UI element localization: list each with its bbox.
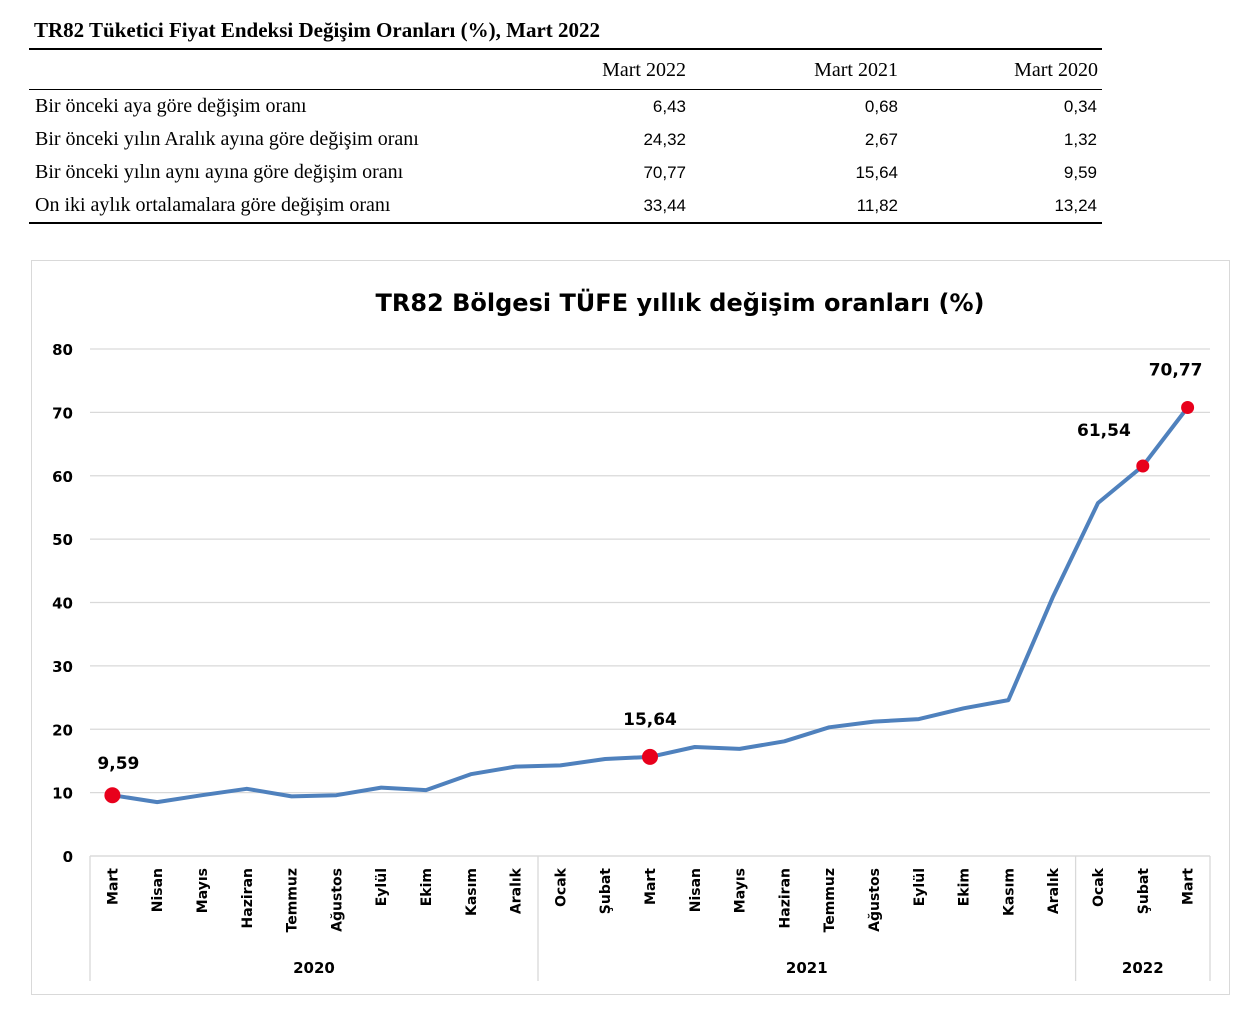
x-tick-label: Mayıs bbox=[733, 868, 749, 913]
x-tick-label: Ağustos bbox=[329, 868, 345, 932]
data-label: 9,59 bbox=[97, 754, 139, 774]
table-cell: 24,32 bbox=[643, 129, 686, 149]
data-label: 15,64 bbox=[623, 710, 677, 730]
column-header: Mart 2020 bbox=[1014, 59, 1098, 81]
table-row: Bir önceki aya göre değişim oranı 6,43 0,6… bbox=[29, 90, 1102, 124]
highlight-marker bbox=[1181, 400, 1195, 414]
column-header: Mart 2022 bbox=[602, 59, 686, 81]
table-cell: 1,32 bbox=[1063, 129, 1097, 149]
chart-title: TR82 Bölgesi TÜFE yıllık değişim oranlar… bbox=[376, 287, 985, 317]
series-line bbox=[110, 405, 1190, 805]
table-cell: 9,59 bbox=[1063, 162, 1097, 182]
table-cell: 15,64 bbox=[855, 162, 898, 182]
row-label: Bir önceki aya göre değişim oranı bbox=[35, 95, 307, 117]
x-tick-label: Şubat bbox=[1136, 868, 1152, 915]
x-tick-label: Ocak bbox=[553, 867, 569, 907]
x-tick-label: Mart bbox=[1181, 868, 1197, 905]
row-label: Bir önceki yılın aynı ayına göre değişim… bbox=[35, 161, 404, 183]
x-tick-label: Ekim bbox=[957, 868, 973, 906]
row-label-header bbox=[29, 49, 454, 90]
table-row: Bir önceki yılın aynı ayına göre değişim… bbox=[29, 156, 1102, 189]
highlight-marker bbox=[1136, 459, 1150, 473]
x-tick-label: Aralık bbox=[509, 867, 525, 914]
table-cell: 0,34 bbox=[1063, 96, 1097, 116]
chart-container: TR82 Bölgesi TÜFE yıllık değişim oranlar… bbox=[31, 260, 1230, 995]
x-tick-label: Eylül bbox=[374, 868, 390, 906]
x-tick-label: Aralık bbox=[1046, 867, 1062, 914]
year-group-label: 2021 bbox=[786, 959, 828, 977]
x-tick-label: Kasım bbox=[1001, 868, 1017, 916]
y-tick-label: 50 bbox=[52, 531, 73, 549]
x-tick-label: Temmuz bbox=[285, 868, 301, 932]
column-header: Mart 2021 bbox=[814, 59, 898, 81]
x-tick-label: Ekim bbox=[419, 868, 435, 906]
data-label: 61,54 bbox=[1077, 421, 1131, 441]
line-chart: TR82 Bölgesi TÜFE yıllık değişim oranlar… bbox=[52, 287, 1211, 981]
y-tick-label: 20 bbox=[52, 721, 73, 739]
x-tick-label: Temmuz bbox=[822, 868, 838, 932]
highlight-marker bbox=[104, 787, 121, 804]
x-tick-label: Mart bbox=[643, 868, 659, 905]
table-title: TR82 Tüketici Fiyat Endeksi Değişim Oran… bbox=[34, 18, 601, 42]
table-cell: 11,82 bbox=[856, 195, 898, 215]
y-tick-label: 30 bbox=[52, 658, 73, 676]
x-tick-label: Ocak bbox=[1091, 867, 1107, 907]
table-cell: 13,24 bbox=[1054, 195, 1097, 215]
y-tick-label: 60 bbox=[52, 468, 73, 486]
table-cell: 6,43 bbox=[652, 96, 686, 116]
y-tick-label: 10 bbox=[52, 785, 73, 803]
y-tick-label: 40 bbox=[52, 595, 73, 613]
x-tick-label: Nisan bbox=[150, 868, 166, 912]
data-label: 70,77 bbox=[1149, 360, 1203, 380]
data-table: Mart 2022 Mart 2021 Mart 2020 Bir önceki a… bbox=[29, 48, 1102, 224]
x-tick-label: Nisan bbox=[688, 868, 704, 912]
table-cell: 70,77 bbox=[643, 162, 686, 182]
row-label: On iki aylık ortalamalara göre değişim o… bbox=[35, 194, 391, 216]
y-tick-label: 0 bbox=[63, 848, 73, 866]
x-tick-label: Eylül bbox=[912, 868, 928, 906]
table-header-row: Mart 2022 Mart 2021 Mart 2020 bbox=[29, 49, 1102, 90]
x-tick-label: Şubat bbox=[598, 868, 614, 915]
table-cell: 2,67 bbox=[864, 129, 898, 149]
y-tick-label: 80 bbox=[52, 341, 73, 359]
table-cell: 0,68 bbox=[864, 96, 898, 116]
year-group-label: 2022 bbox=[1122, 959, 1164, 977]
x-tick-label: Haziran bbox=[777, 868, 793, 928]
table-row: On iki aylık ortalamalara göre değişim o… bbox=[29, 189, 1102, 223]
highlight-marker bbox=[642, 748, 658, 765]
x-tick-label: Mayıs bbox=[195, 868, 211, 913]
table-row: Bir önceki yılın Aralık ayına göre değiş… bbox=[29, 123, 1102, 156]
table-cell: 33,44 bbox=[643, 195, 686, 215]
x-tick-label: Mart bbox=[105, 868, 121, 905]
row-label: Bir önceki yılın Aralık ayına göre değiş… bbox=[35, 128, 419, 150]
table-body: Bir önceki aya göre değişim oranı 6,43 0,6… bbox=[29, 90, 1102, 224]
x-tick-label: Kasım bbox=[464, 868, 480, 916]
x-tick-label: Haziran bbox=[240, 868, 256, 928]
y-tick-label: 70 bbox=[52, 404, 73, 422]
x-tick-label: Ağustos bbox=[867, 868, 883, 932]
year-group-label: 2020 bbox=[293, 959, 335, 977]
